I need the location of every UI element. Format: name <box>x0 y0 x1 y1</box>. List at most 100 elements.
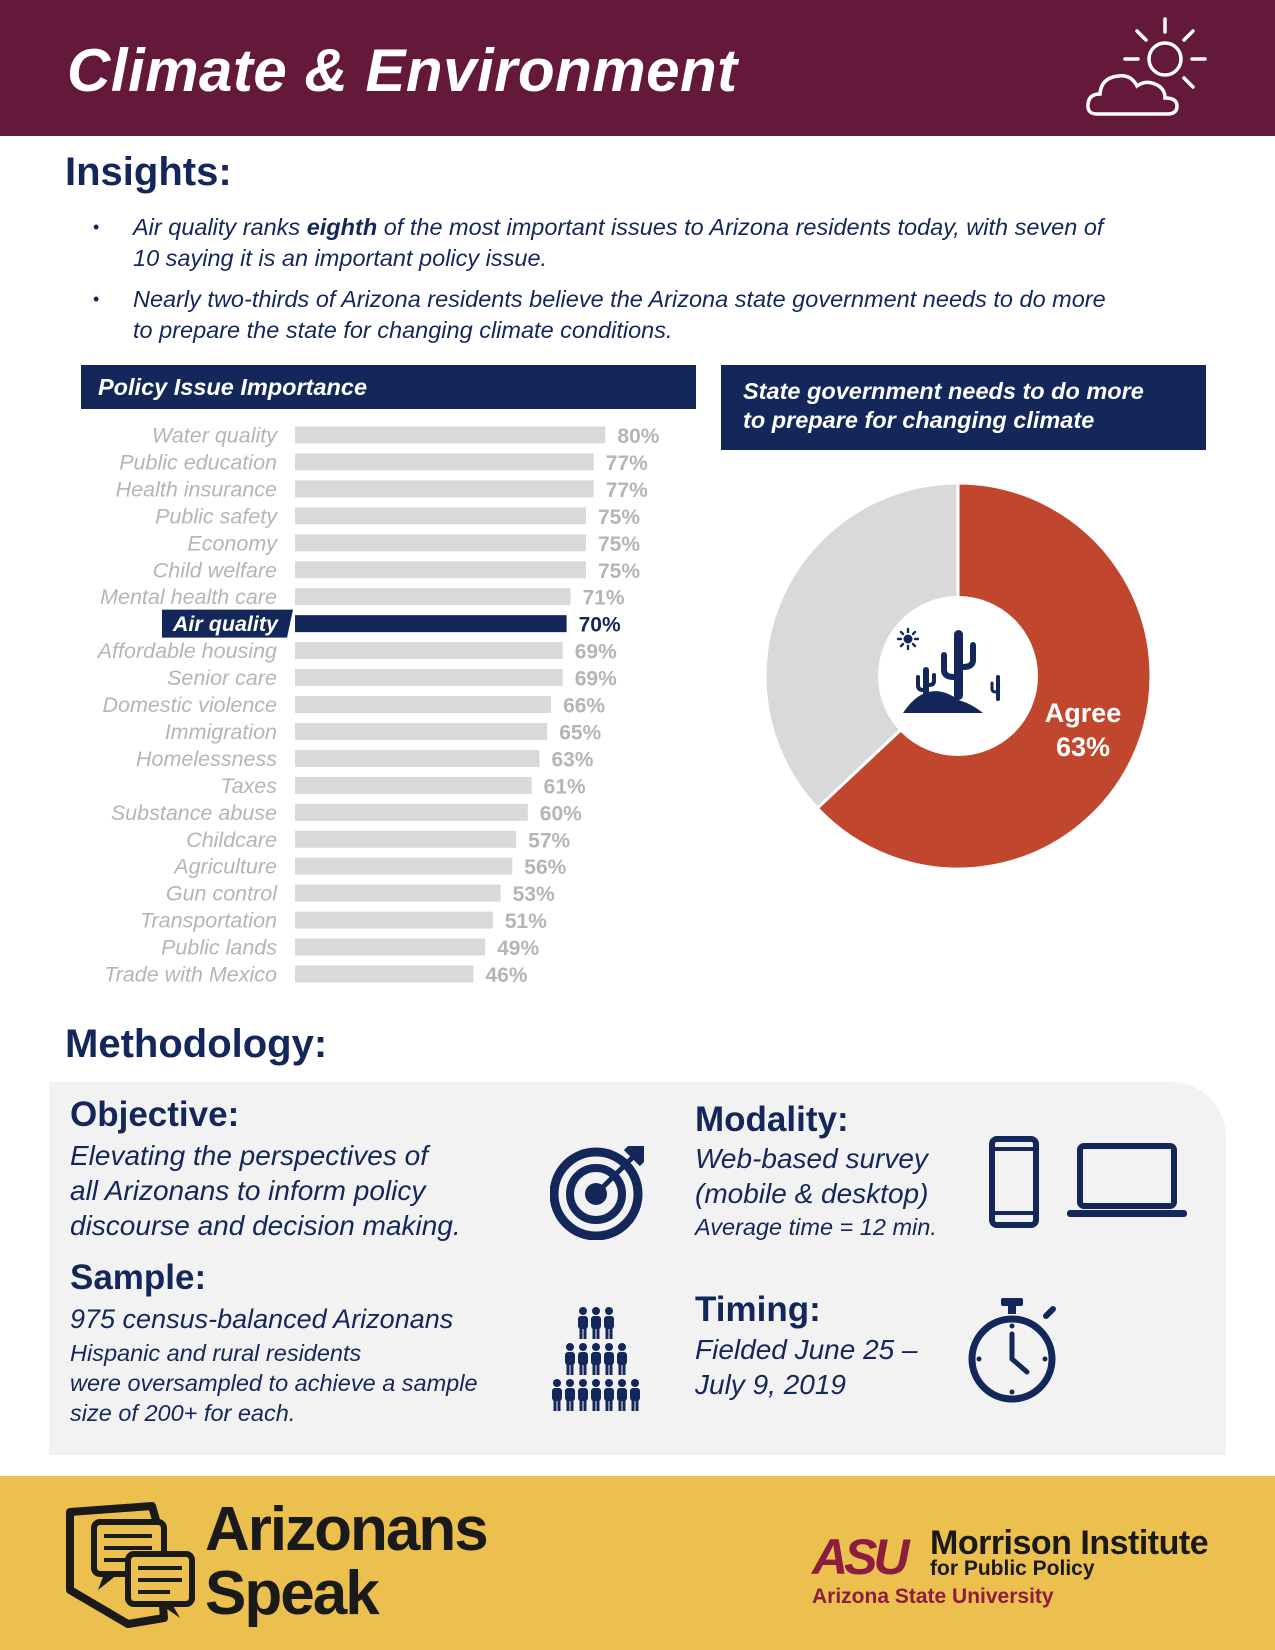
category-label: Air quality <box>172 612 279 636</box>
value-label: 63% <box>551 748 593 771</box>
value-label: 70% <box>579 614 621 637</box>
category-label: Childcare <box>186 828 277 852</box>
modality-heading: Modality: <box>695 1100 849 1139</box>
pie-title-line-2: to prepare for changing climate <box>743 407 1095 433</box>
person-icon <box>578 1379 588 1411</box>
mobile-phone-icon <box>989 1136 1039 1228</box>
policy-bar-chart: Water quality 80% Public education 77% Healt… <box>96 424 660 988</box>
category-label: Senior care <box>167 666 277 690</box>
people-pyramid-icon <box>552 1307 640 1411</box>
category-label: Child welfare <box>153 558 277 582</box>
value-label: 60% <box>540 802 582 825</box>
objective-line: Elevating the perspectives of <box>70 1140 428 1171</box>
value-label: 69% <box>575 668 617 691</box>
timing-line: Fielded June 25 – <box>695 1334 918 1365</box>
bar <box>295 507 586 525</box>
arizona-speech-icon <box>66 1502 195 1628</box>
insight-1-text-a: Air quality ranks <box>133 214 307 240</box>
bar <box>295 830 517 848</box>
bar <box>295 615 567 633</box>
category-label: Mental health care <box>100 585 277 609</box>
bar <box>295 803 528 821</box>
person-icon <box>604 1379 614 1411</box>
insight-1-text-c: 10 saying it is an important policy issu… <box>133 245 548 271</box>
institute-name: Morrison Institute <box>930 1524 1209 1562</box>
sample-text: Hispanic and rural residents were oversa… <box>70 1338 478 1428</box>
category-label: Public lands <box>161 936 277 960</box>
person-icon <box>578 1307 588 1339</box>
value-label: 46% <box>485 964 527 987</box>
value-label: 80% <box>617 425 659 448</box>
modality-line: (mobile & desktop) <box>695 1178 929 1209</box>
category-label: Agriculture <box>172 855 277 879</box>
person-icon <box>565 1343 575 1375</box>
value-label: 65% <box>559 721 601 744</box>
sample-line: size of 200+ for each. <box>70 1400 296 1426</box>
person-icon <box>617 1379 627 1411</box>
bar <box>295 642 563 660</box>
brand-name-line-1: Arizonans <box>205 1495 489 1564</box>
value-label: 56% <box>524 856 566 879</box>
sun-cloud-icon <box>1086 17 1207 116</box>
bullet-icon: • <box>93 289 100 309</box>
category-label: Immigration <box>165 720 277 744</box>
value-label: 69% <box>575 641 617 664</box>
category-label: Public safety <box>155 504 278 528</box>
person-icon <box>630 1379 640 1411</box>
category-label: Domestic violence <box>103 693 277 717</box>
bar-chart-title: Policy Issue Importance <box>81 365 696 409</box>
bar <box>295 938 486 956</box>
target-icon <box>550 1145 645 1240</box>
sample-heading: Sample: <box>70 1258 207 1297</box>
bar <box>295 722 548 740</box>
header-banner: Climate & Environment <box>0 0 1275 136</box>
category-label: Transportation <box>140 909 277 933</box>
insight-1-text-b: of the most important issues to Arizona … <box>377 214 1104 240</box>
bar <box>295 453 594 471</box>
category-label: Affordable housing <box>96 639 277 663</box>
bar <box>295 911 493 929</box>
value-label: 77% <box>606 479 648 502</box>
pie-slice <box>763 481 960 811</box>
insight-2-text-a: Nearly two-thirds of Arizona residents b… <box>133 286 1106 312</box>
person-icon <box>617 1343 627 1375</box>
category-label: Substance abuse <box>111 801 277 825</box>
modality-note: Average time = 12 min. <box>695 1214 937 1240</box>
pie-slice-value: 63% <box>1056 732 1110 762</box>
bar <box>295 669 563 687</box>
desert-cactus-icon <box>896 627 1000 713</box>
pie-chart-title: State government needs to do more to pre… <box>721 365 1206 450</box>
sample-line: were oversampled to achieve a sample <box>70 1370 478 1396</box>
value-label: 57% <box>528 829 570 852</box>
objective-heading: Objective: <box>70 1095 240 1134</box>
bar <box>295 749 540 767</box>
pie-title-line-1: State government needs to do more <box>743 378 1144 404</box>
person-icon <box>591 1307 601 1339</box>
institute-subtitle: for Public Policy <box>930 1557 1095 1580</box>
bar <box>295 696 552 713</box>
person-icon <box>552 1379 562 1411</box>
pie-slice <box>815 481 1153 871</box>
bar <box>295 857 513 875</box>
bullet-icon: • <box>93 217 100 237</box>
objective-line: discourse and decision making. <box>70 1210 461 1241</box>
bar <box>295 588 571 606</box>
insight-item-2: • Nearly two-thirds of Arizona residents… <box>93 284 1183 348</box>
donut-hole <box>878 596 1038 756</box>
value-label: 51% <box>505 910 547 933</box>
value-label: 66% <box>563 695 605 718</box>
category-label: Water quality <box>152 424 278 448</box>
category-label: Health insurance <box>116 477 277 501</box>
value-label: 61% <box>544 775 586 798</box>
asu-logo: ASU <box>812 1529 910 1585</box>
value-label: 71% <box>582 587 624 610</box>
person-icon <box>591 1379 601 1411</box>
highlight-label-bg <box>162 609 293 638</box>
objective-text: Elevating the perspectives of all Arizon… <box>70 1138 461 1243</box>
timing-text: Fielded June 25 – July 9, 2019 <box>695 1332 918 1402</box>
bar <box>295 776 532 794</box>
person-icon <box>591 1343 601 1375</box>
bar <box>295 965 474 983</box>
value-label: 53% <box>513 883 555 906</box>
insights-heading: Insights: <box>65 150 232 194</box>
